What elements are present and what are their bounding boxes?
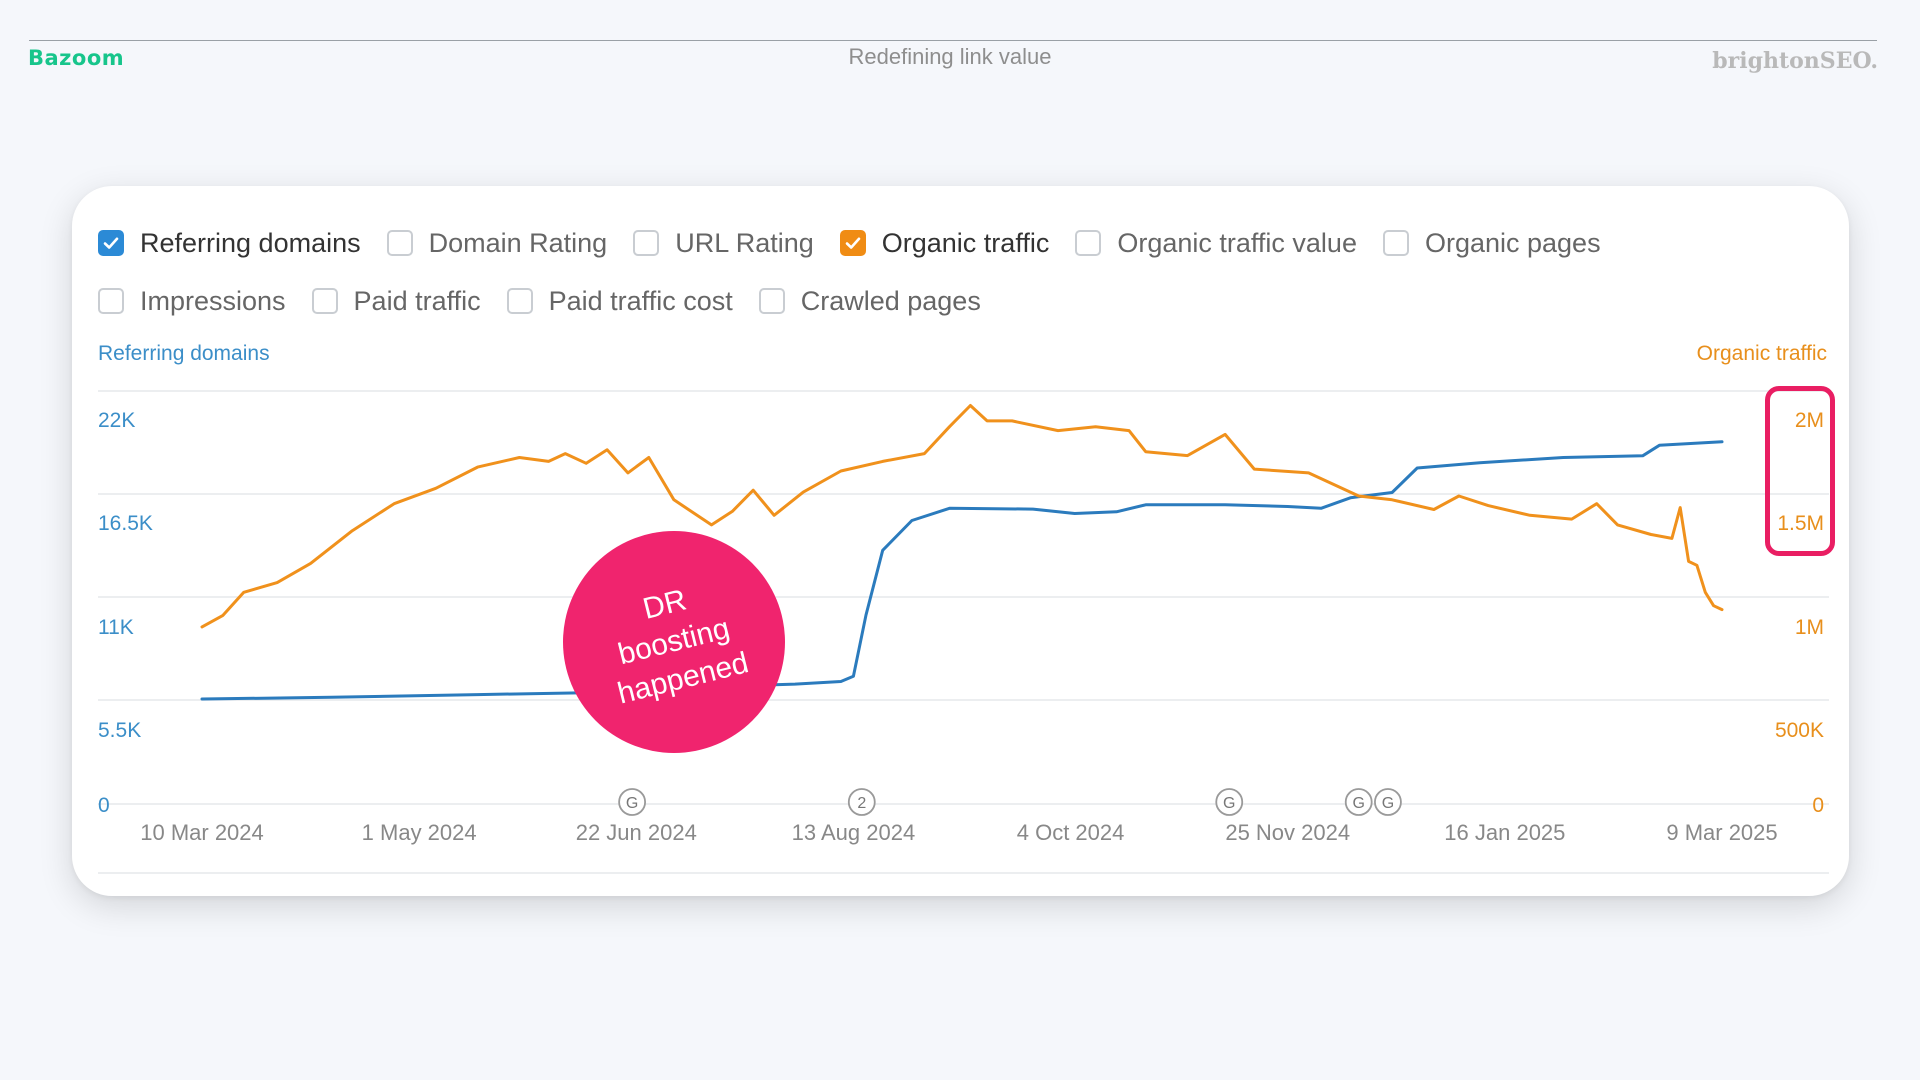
line-chart: 0 5.5K 11K 16.5K 22K 0 500K 1M 1.5M 2M 10 Mar 2024… xyxy=(98,390,1829,874)
slide-title: Redefining link value xyxy=(848,44,1052,69)
event-marker xyxy=(618,788,647,816)
metric-option[interactable]: Paid traffic cost xyxy=(506,285,733,317)
metric-option[interactable]: Organic traffic value xyxy=(1075,228,1357,259)
x-tick-label: 9 Mar 2025 xyxy=(1666,820,1777,845)
event-marker-label: 2 xyxy=(857,795,866,812)
metric-label: Referring domains xyxy=(140,227,361,258)
brightonseo-logo: brightonSEO. xyxy=(1712,48,1878,74)
checkbox-unchecked[interactable] xyxy=(386,230,413,256)
event-marker xyxy=(1215,788,1244,816)
metric-row-2: Impressions Paid traffic Paid traffic cost… xyxy=(98,272,1798,330)
left-tick-label: 5.5K xyxy=(98,719,141,742)
left-tick-label: 11K xyxy=(98,616,134,639)
x-tick-label: 22 Jun 2024 xyxy=(576,820,697,845)
metric-label: Organic pages xyxy=(1424,227,1601,258)
header-rule xyxy=(29,40,1877,41)
chart-card: Referring domains Domain Rating URL Rating… xyxy=(72,186,1849,896)
metric-label: Organic traffic value xyxy=(1117,227,1357,258)
x-tick-label: 16 Jan 2025 xyxy=(1444,820,1565,845)
event-marker xyxy=(847,788,876,816)
checkbox-checked[interactable] xyxy=(839,230,866,256)
x-tick-label: 25 Nov 2024 xyxy=(1225,820,1350,845)
metric-label: Paid traffic cost xyxy=(548,285,733,316)
checkmark-icon xyxy=(103,237,119,249)
left-tick-label: 22K xyxy=(98,409,135,432)
metric-label: Crawled pages xyxy=(800,285,981,316)
x-tick-label: 13 Aug 2024 xyxy=(792,820,916,845)
left-tick-label: 0 xyxy=(98,794,110,817)
bazoom-logo: Bazoom xyxy=(28,46,125,70)
checkbox-unchecked[interactable] xyxy=(1382,230,1409,256)
checkbox-unchecked[interactable] xyxy=(98,288,124,314)
event-marker-label: G xyxy=(626,795,638,812)
metric-option[interactable]: Crawled pages xyxy=(758,285,981,317)
event-marker-label: G xyxy=(1382,795,1394,812)
metric-option[interactable]: Organic traffic xyxy=(839,227,1050,259)
checkbox-unchecked[interactable] xyxy=(311,288,338,314)
metric-row-1: Referring domains Domain Rating URL Rating… xyxy=(98,214,1798,272)
metric-label: Domain Rating xyxy=(428,227,608,258)
right-tick-label: 0 xyxy=(1812,794,1824,817)
checkmark-icon xyxy=(845,237,861,249)
right-axis-title: Organic traffic xyxy=(1696,342,1827,365)
metric-label: Impressions xyxy=(140,285,286,316)
metric-option[interactable]: URL Rating xyxy=(633,228,814,259)
metric-option[interactable]: Organic pages xyxy=(1382,227,1601,259)
checkbox-unchecked[interactable] xyxy=(633,230,660,256)
checkbox-unchecked[interactable] xyxy=(758,288,785,314)
annotation-badge-text: DR boosting happened xyxy=(614,583,752,711)
metric-option[interactable]: Impressions xyxy=(98,286,286,317)
event-marker xyxy=(1344,788,1373,816)
organic-traffic-line xyxy=(200,404,1724,629)
checkbox-unchecked[interactable] xyxy=(506,288,533,314)
checkbox-unchecked[interactable] xyxy=(1075,230,1102,256)
event-marker xyxy=(1374,788,1402,816)
right-tick-label: 2M xyxy=(1795,409,1824,432)
right-tick-label: 1.5M xyxy=(1777,512,1824,535)
metric-selector: Referring domains Domain Rating URL Rating… xyxy=(98,214,1798,330)
metric-option[interactable]: Domain Rating xyxy=(386,227,608,259)
left-tick-label: 16.5K xyxy=(98,512,153,535)
x-tick-label: 4 Oct 2024 xyxy=(1017,820,1125,845)
referring-domains-line xyxy=(200,440,1724,701)
metric-option[interactable]: Paid traffic xyxy=(311,285,481,317)
metric-label: Organic traffic xyxy=(881,227,1050,258)
metric-option[interactable]: Referring domains xyxy=(98,228,361,259)
right-tick-label: 1M xyxy=(1795,616,1824,639)
right-axis-highlight xyxy=(1765,386,1835,556)
metric-label: Paid traffic xyxy=(353,285,481,316)
x-tick-label: 1 May 2024 xyxy=(362,820,477,845)
event-marker-label: G xyxy=(1352,795,1364,812)
metric-label: URL Rating xyxy=(675,227,814,258)
right-tick-label: 500K xyxy=(1775,719,1824,742)
x-tick-label: 10 Mar 2024 xyxy=(140,820,264,845)
left-axis-title: Referring domains xyxy=(98,342,270,365)
checkbox-checked[interactable] xyxy=(98,230,124,256)
annotation-badge: DR boosting happened xyxy=(563,531,785,753)
event-marker-label: G xyxy=(1223,795,1235,812)
